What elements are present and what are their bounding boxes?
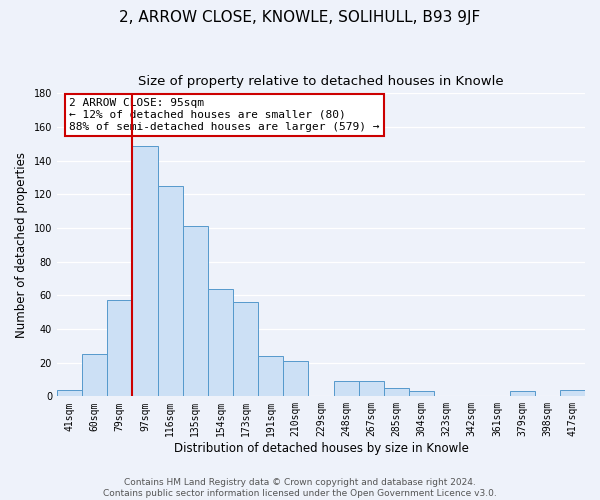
Title: Size of property relative to detached houses in Knowle: Size of property relative to detached ho… xyxy=(138,75,504,88)
Bar xyxy=(258,356,283,397)
Bar xyxy=(158,186,182,396)
Bar xyxy=(283,361,308,396)
X-axis label: Distribution of detached houses by size in Knowle: Distribution of detached houses by size … xyxy=(173,442,469,455)
Bar xyxy=(208,288,233,397)
Bar xyxy=(509,392,535,396)
Bar xyxy=(233,302,258,396)
Bar xyxy=(107,300,133,396)
Bar xyxy=(82,354,107,397)
Text: 2, ARROW CLOSE, KNOWLE, SOLIHULL, B93 9JF: 2, ARROW CLOSE, KNOWLE, SOLIHULL, B93 9J… xyxy=(119,10,481,25)
Bar xyxy=(133,146,158,396)
Bar xyxy=(182,226,208,396)
Bar xyxy=(560,390,585,396)
Text: 2 ARROW CLOSE: 95sqm
← 12% of detached houses are smaller (80)
88% of semi-detac: 2 ARROW CLOSE: 95sqm ← 12% of detached h… xyxy=(70,98,380,132)
Bar xyxy=(384,388,409,396)
Bar xyxy=(359,381,384,396)
Text: Contains HM Land Registry data © Crown copyright and database right 2024.
Contai: Contains HM Land Registry data © Crown c… xyxy=(103,478,497,498)
Bar xyxy=(334,381,359,396)
Y-axis label: Number of detached properties: Number of detached properties xyxy=(15,152,28,338)
Bar xyxy=(409,392,434,396)
Bar xyxy=(57,390,82,396)
